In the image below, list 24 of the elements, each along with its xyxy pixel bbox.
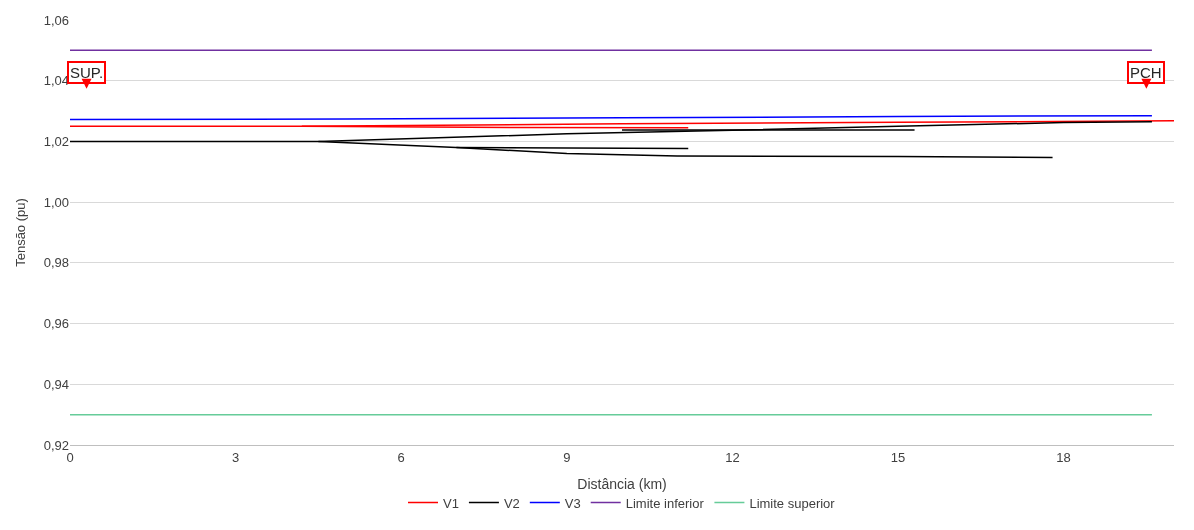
x-axis-title: Distância (km) xyxy=(577,475,667,492)
x-tick-label: 0 xyxy=(66,449,74,465)
y-tick-label: 0,96 xyxy=(43,316,69,332)
x-tick-label: 18 xyxy=(1056,449,1071,465)
x-tick-label: 12 xyxy=(725,449,740,465)
x-tick-label: 9 xyxy=(563,449,571,465)
y-axis-title: Tensão (pu) xyxy=(12,198,28,267)
y-tick-label: 1,00 xyxy=(43,194,69,210)
y-tick-label: 0,92 xyxy=(43,437,69,453)
legend-label: Limite inferior xyxy=(625,495,705,511)
legend-label: V3 xyxy=(564,495,581,511)
y-tick-label: 0,94 xyxy=(43,376,69,392)
y-tick-label: 1,02 xyxy=(43,133,69,149)
y-tick-label: 1,04 xyxy=(43,73,69,89)
legend-label: Limite superior xyxy=(749,495,836,511)
y-tick-label: 1,06 xyxy=(43,12,69,28)
annotation: PCH xyxy=(1130,64,1162,81)
x-tick-label: 6 xyxy=(397,449,405,465)
legend-label: V2 xyxy=(503,495,520,511)
y-tick-label: 0,98 xyxy=(43,255,69,271)
legend-label: V1 xyxy=(443,495,459,511)
x-tick-label: 3 xyxy=(231,449,240,465)
x-tick-label: 15 xyxy=(890,449,906,465)
annotation: SUP. xyxy=(70,64,104,81)
